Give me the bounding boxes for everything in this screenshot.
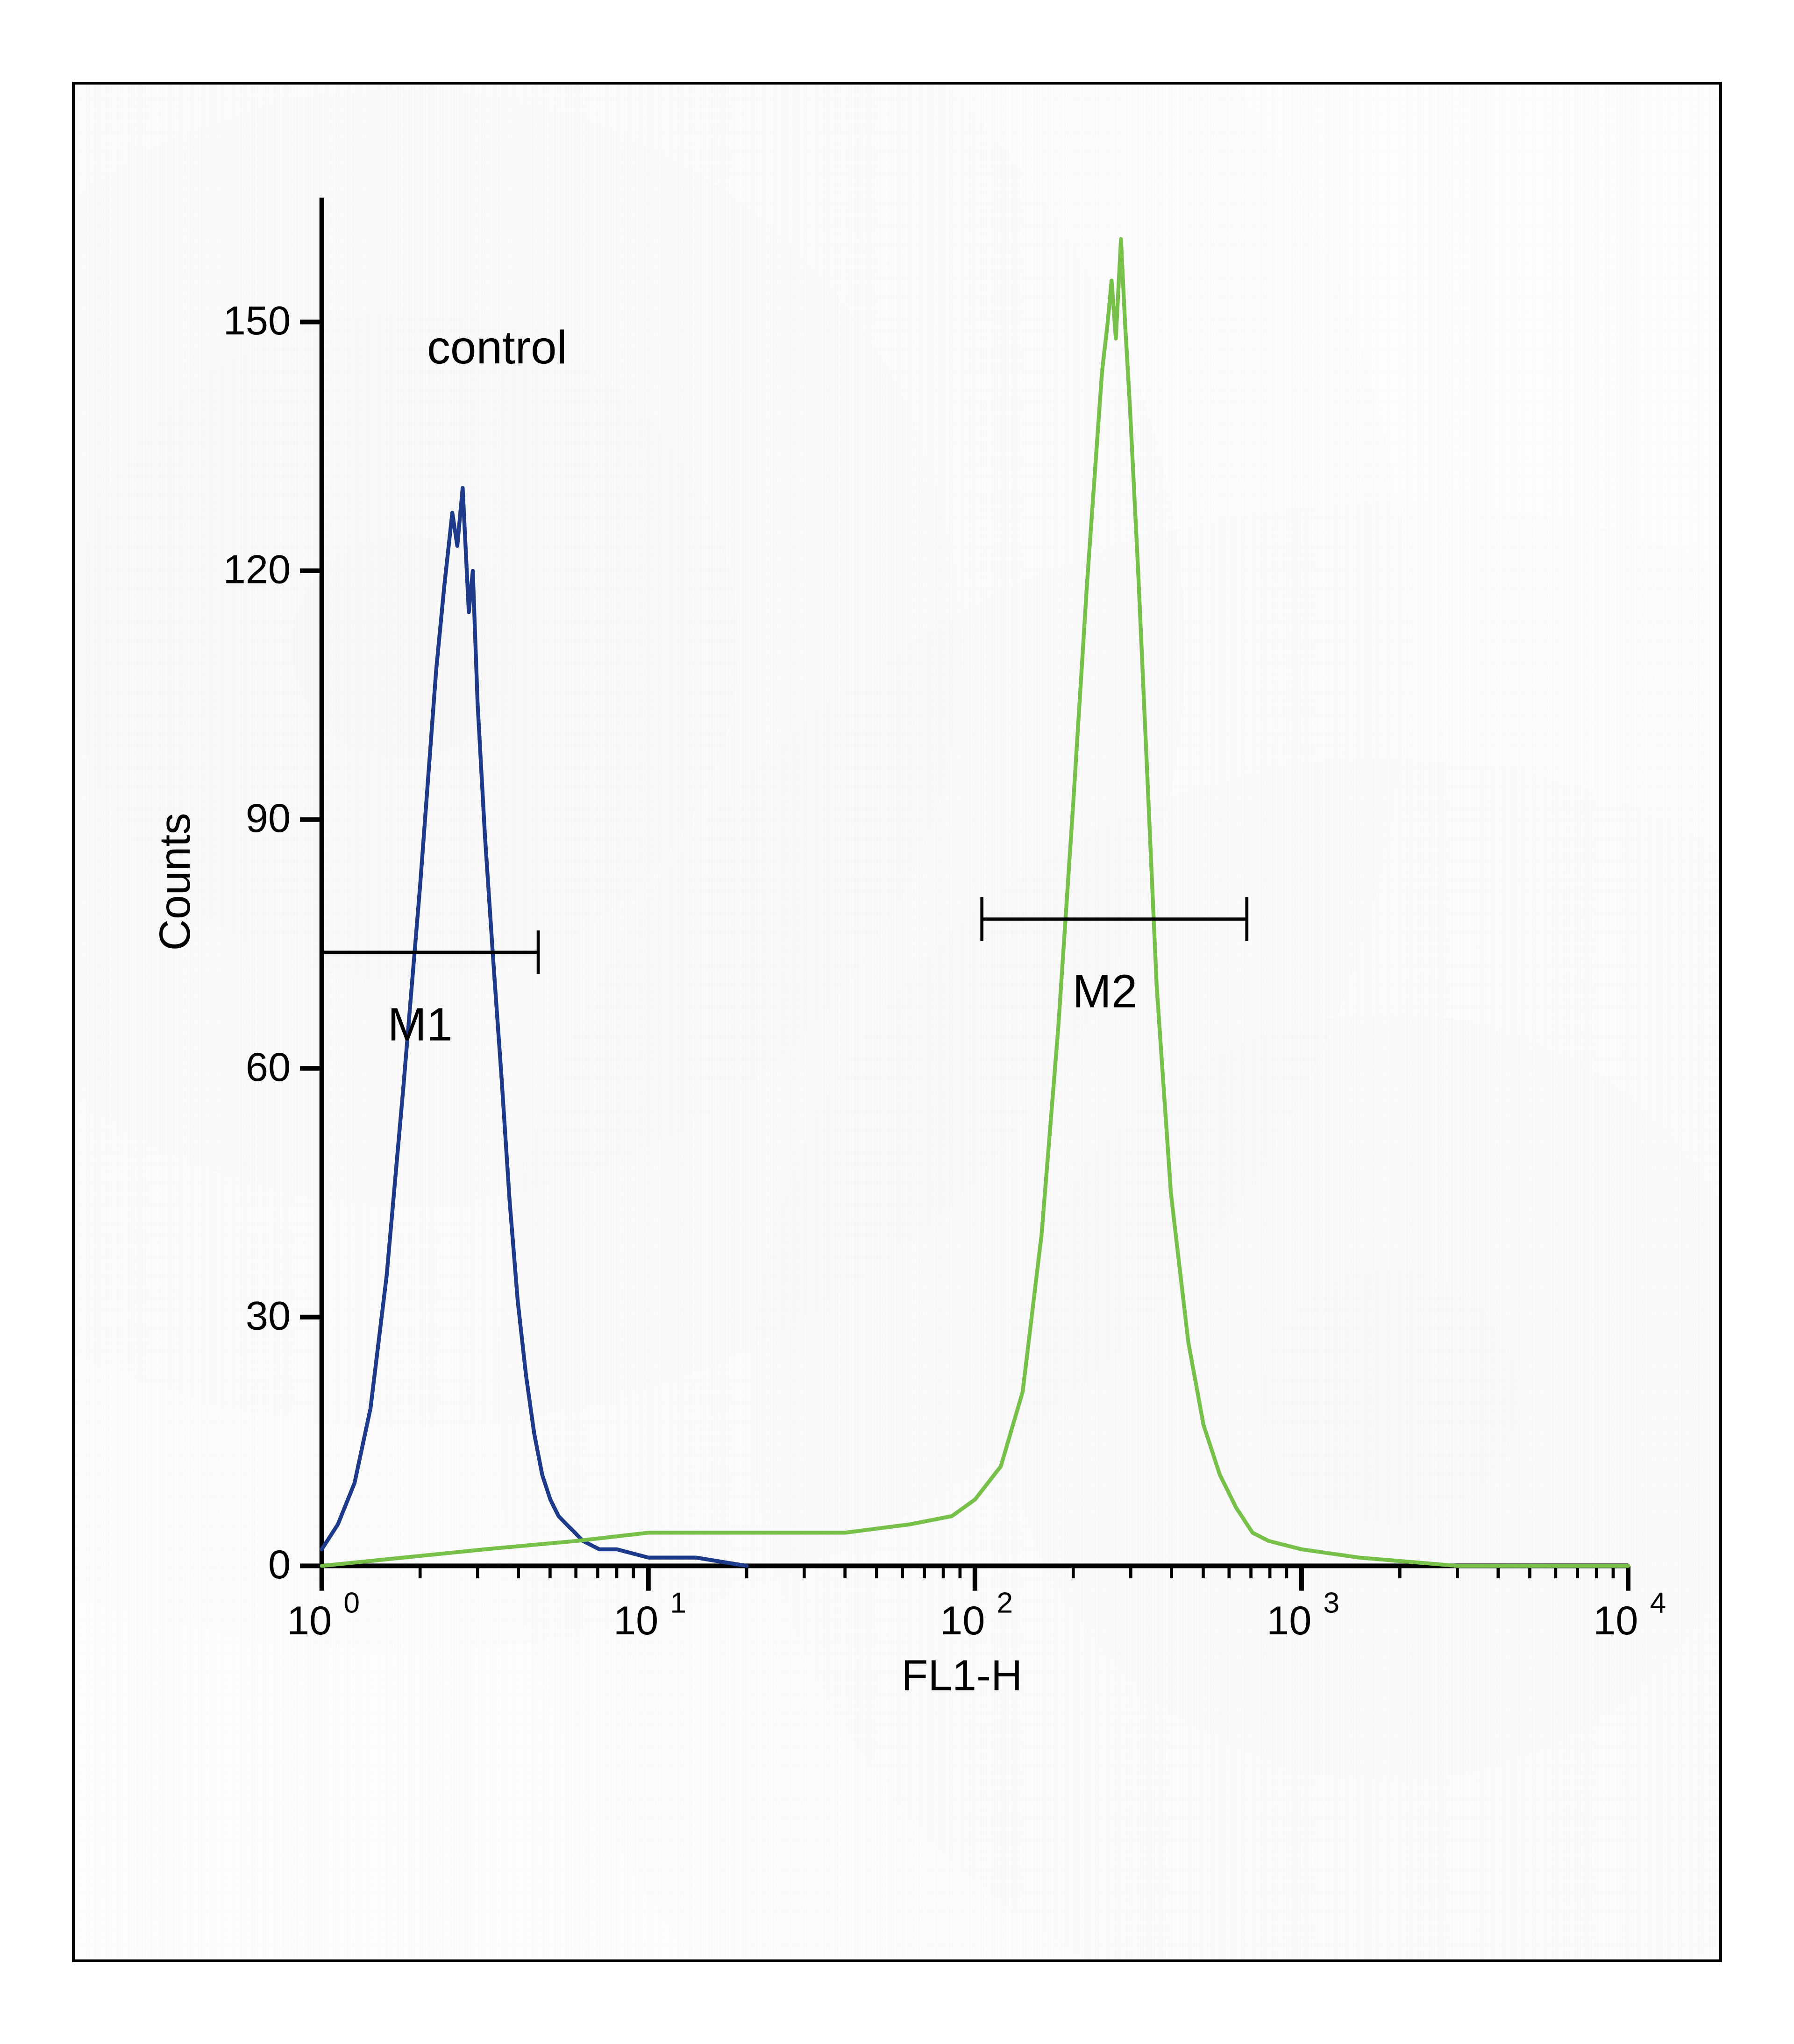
chart-svg: 0 30 60 90 120 150 10 0 10 1 10 2 10 3 10 4 FL1-H Counts c…	[120, 129, 1675, 1789]
x-tick-exp: 3	[1323, 1587, 1339, 1619]
y-tick-label: 150	[223, 298, 290, 343]
x-tick-base: 10	[940, 1598, 985, 1643]
image-frame: 0 30 60 90 120 150 10 0 10 1 10 2 10 3 10 4 FL1-H Counts c…	[72, 82, 1723, 1962]
flow-cytometry-chart: 0 30 60 90 120 150 10 0 10 1 10 2 10 3 10 4 FL1-H Counts c…	[120, 129, 1675, 1789]
x-tick-exp: 0	[343, 1587, 360, 1619]
y-axis-label: Counts	[150, 813, 199, 951]
y-tick-label: 60	[246, 1045, 291, 1090]
x-tick-base: 10	[1267, 1598, 1311, 1643]
series-stained	[321, 239, 1628, 1566]
x-tick-base: 10	[613, 1598, 658, 1643]
series-control	[321, 488, 746, 1566]
annotation-control: control	[427, 322, 567, 374]
x-tick-exp: 1	[670, 1587, 686, 1619]
x-tick-base: 10	[1593, 1598, 1638, 1643]
x-axis-label: FL1-H	[901, 1651, 1022, 1700]
y-tick-label: 30	[246, 1293, 291, 1338]
marker-label-M2: M2	[1072, 965, 1137, 1017]
x-tick-base: 10	[287, 1598, 332, 1643]
y-tick-label: 120	[223, 547, 290, 592]
marker-label-M1: M1	[387, 999, 452, 1050]
x-tick-exp: 4	[1650, 1587, 1666, 1619]
y-tick-label: 90	[246, 796, 291, 841]
x-tick-exp: 2	[997, 1587, 1013, 1619]
y-tick-label: 0	[268, 1542, 291, 1587]
